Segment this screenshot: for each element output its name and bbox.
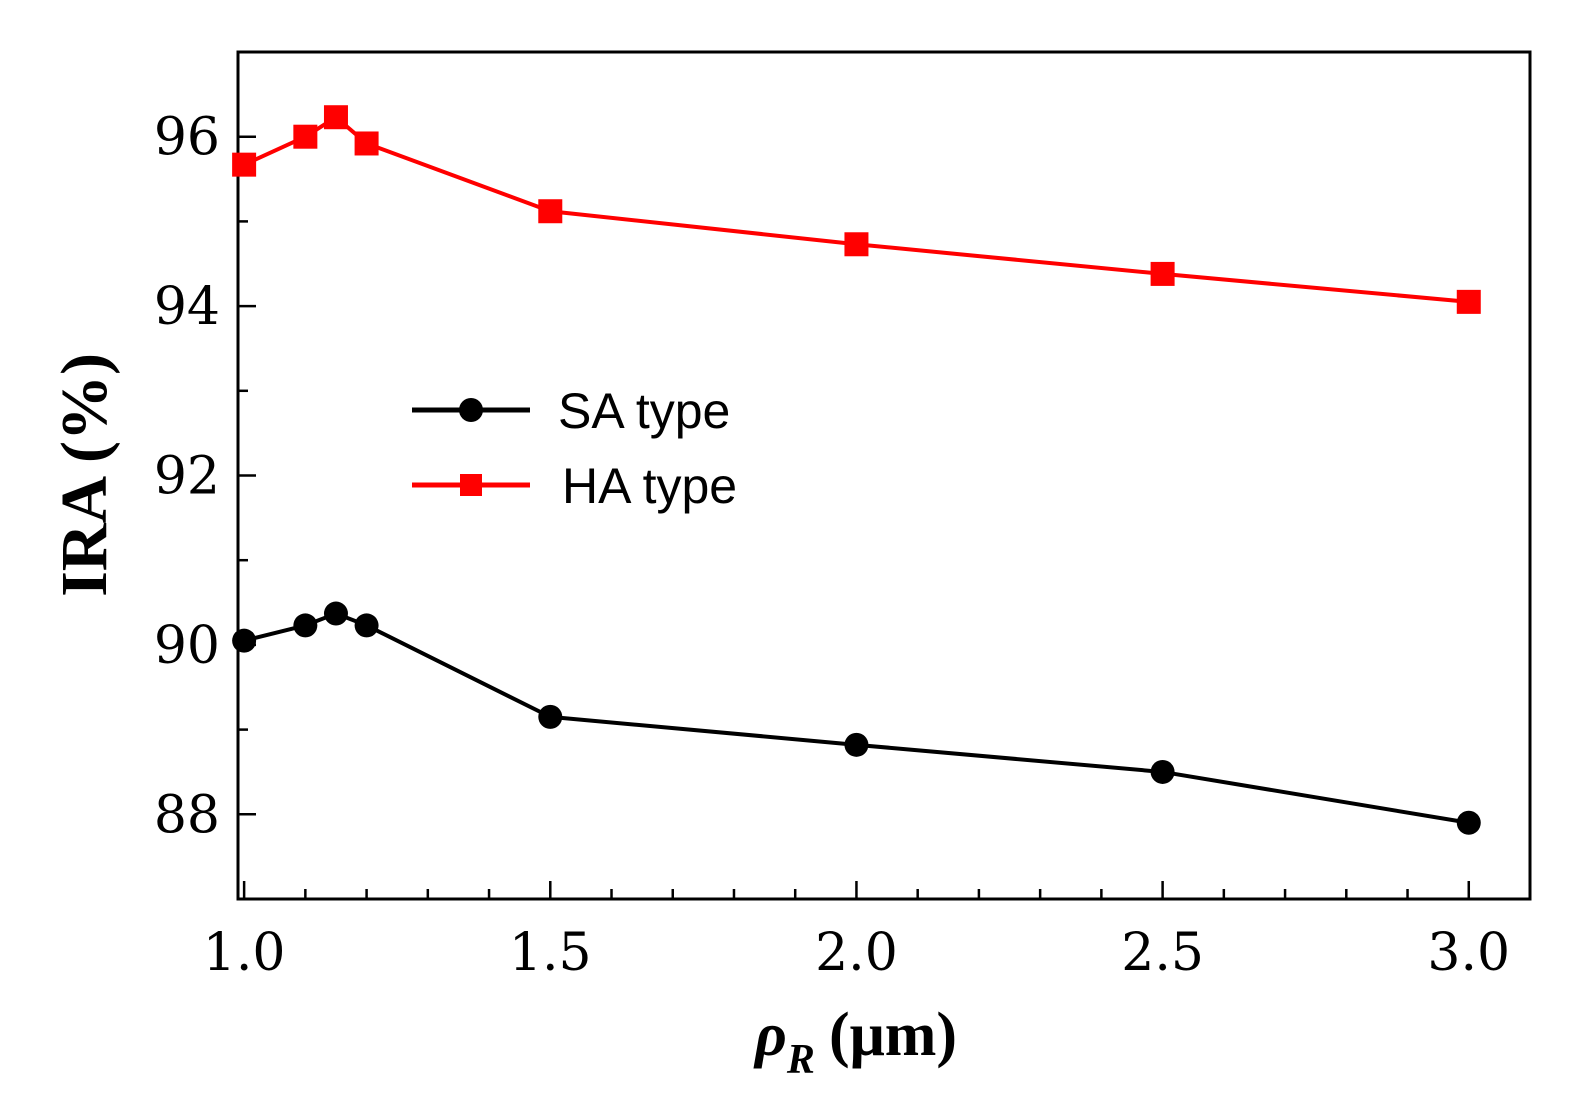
y-tick-label: 90 bbox=[154, 616, 220, 676]
series-line-ha bbox=[243, 115, 1469, 304]
data-point-ha bbox=[1456, 289, 1481, 314]
data-point-sa bbox=[1150, 759, 1175, 784]
y-axis: 88 90 92 94 96 bbox=[154, 108, 256, 845]
legend-entry-ha: HA type bbox=[412, 458, 737, 514]
data-point-ha bbox=[354, 131, 379, 156]
series-line-sa bbox=[243, 611, 1470, 825]
x-tick-label: 1.5 bbox=[509, 923, 592, 983]
legend-label-sa: SA type bbox=[558, 383, 730, 439]
y-tick-label: 94 bbox=[154, 277, 220, 337]
data-point-sa bbox=[293, 613, 318, 638]
legend-entry-sa: SA type bbox=[412, 383, 730, 439]
data-point-sa bbox=[354, 613, 379, 638]
legend-marker-sa bbox=[459, 398, 483, 422]
plot-frame bbox=[236, 50, 1532, 901]
plot-area bbox=[236, 50, 1532, 901]
data-point-ha bbox=[293, 124, 318, 149]
x-axis-subscript: R bbox=[786, 1037, 815, 1083]
series-layer bbox=[232, 105, 1481, 835]
y-tick-label: 88 bbox=[154, 785, 220, 845]
data-point-ha bbox=[1150, 261, 1175, 286]
data-point-ha bbox=[232, 152, 257, 177]
legend-marker-ha bbox=[460, 474, 482, 496]
x-axis-unit: (μm) bbox=[829, 1001, 957, 1069]
y-axis-title: IRA (%) bbox=[48, 353, 121, 597]
legend-label-ha: HA type bbox=[562, 458, 737, 514]
data-point-ha bbox=[844, 232, 869, 257]
x-tick-label: 1.0 bbox=[203, 923, 286, 983]
data-point-sa bbox=[844, 732, 869, 757]
x-axis-title: ρR (μm) bbox=[753, 1001, 957, 1083]
y-tick-label: 92 bbox=[154, 447, 220, 507]
x-tick-label: 2.0 bbox=[815, 923, 898, 983]
data-point-sa bbox=[232, 628, 257, 653]
x-axis: 1.0 1.5 2.0 2.5 3.0 bbox=[203, 881, 1532, 983]
legend: SA type HA type bbox=[412, 383, 737, 514]
y-tick-label: 96 bbox=[154, 108, 220, 168]
x-tick-label: 2.5 bbox=[1121, 923, 1204, 983]
data-point-sa bbox=[323, 601, 348, 626]
data-point-sa bbox=[538, 704, 563, 729]
x-axis-symbol: ρ bbox=[753, 1001, 787, 1069]
data-point-ha bbox=[538, 199, 563, 224]
x-tick-label: 3.0 bbox=[1427, 923, 1510, 983]
data-point-sa bbox=[1456, 810, 1481, 835]
data-point-ha bbox=[323, 105, 348, 130]
